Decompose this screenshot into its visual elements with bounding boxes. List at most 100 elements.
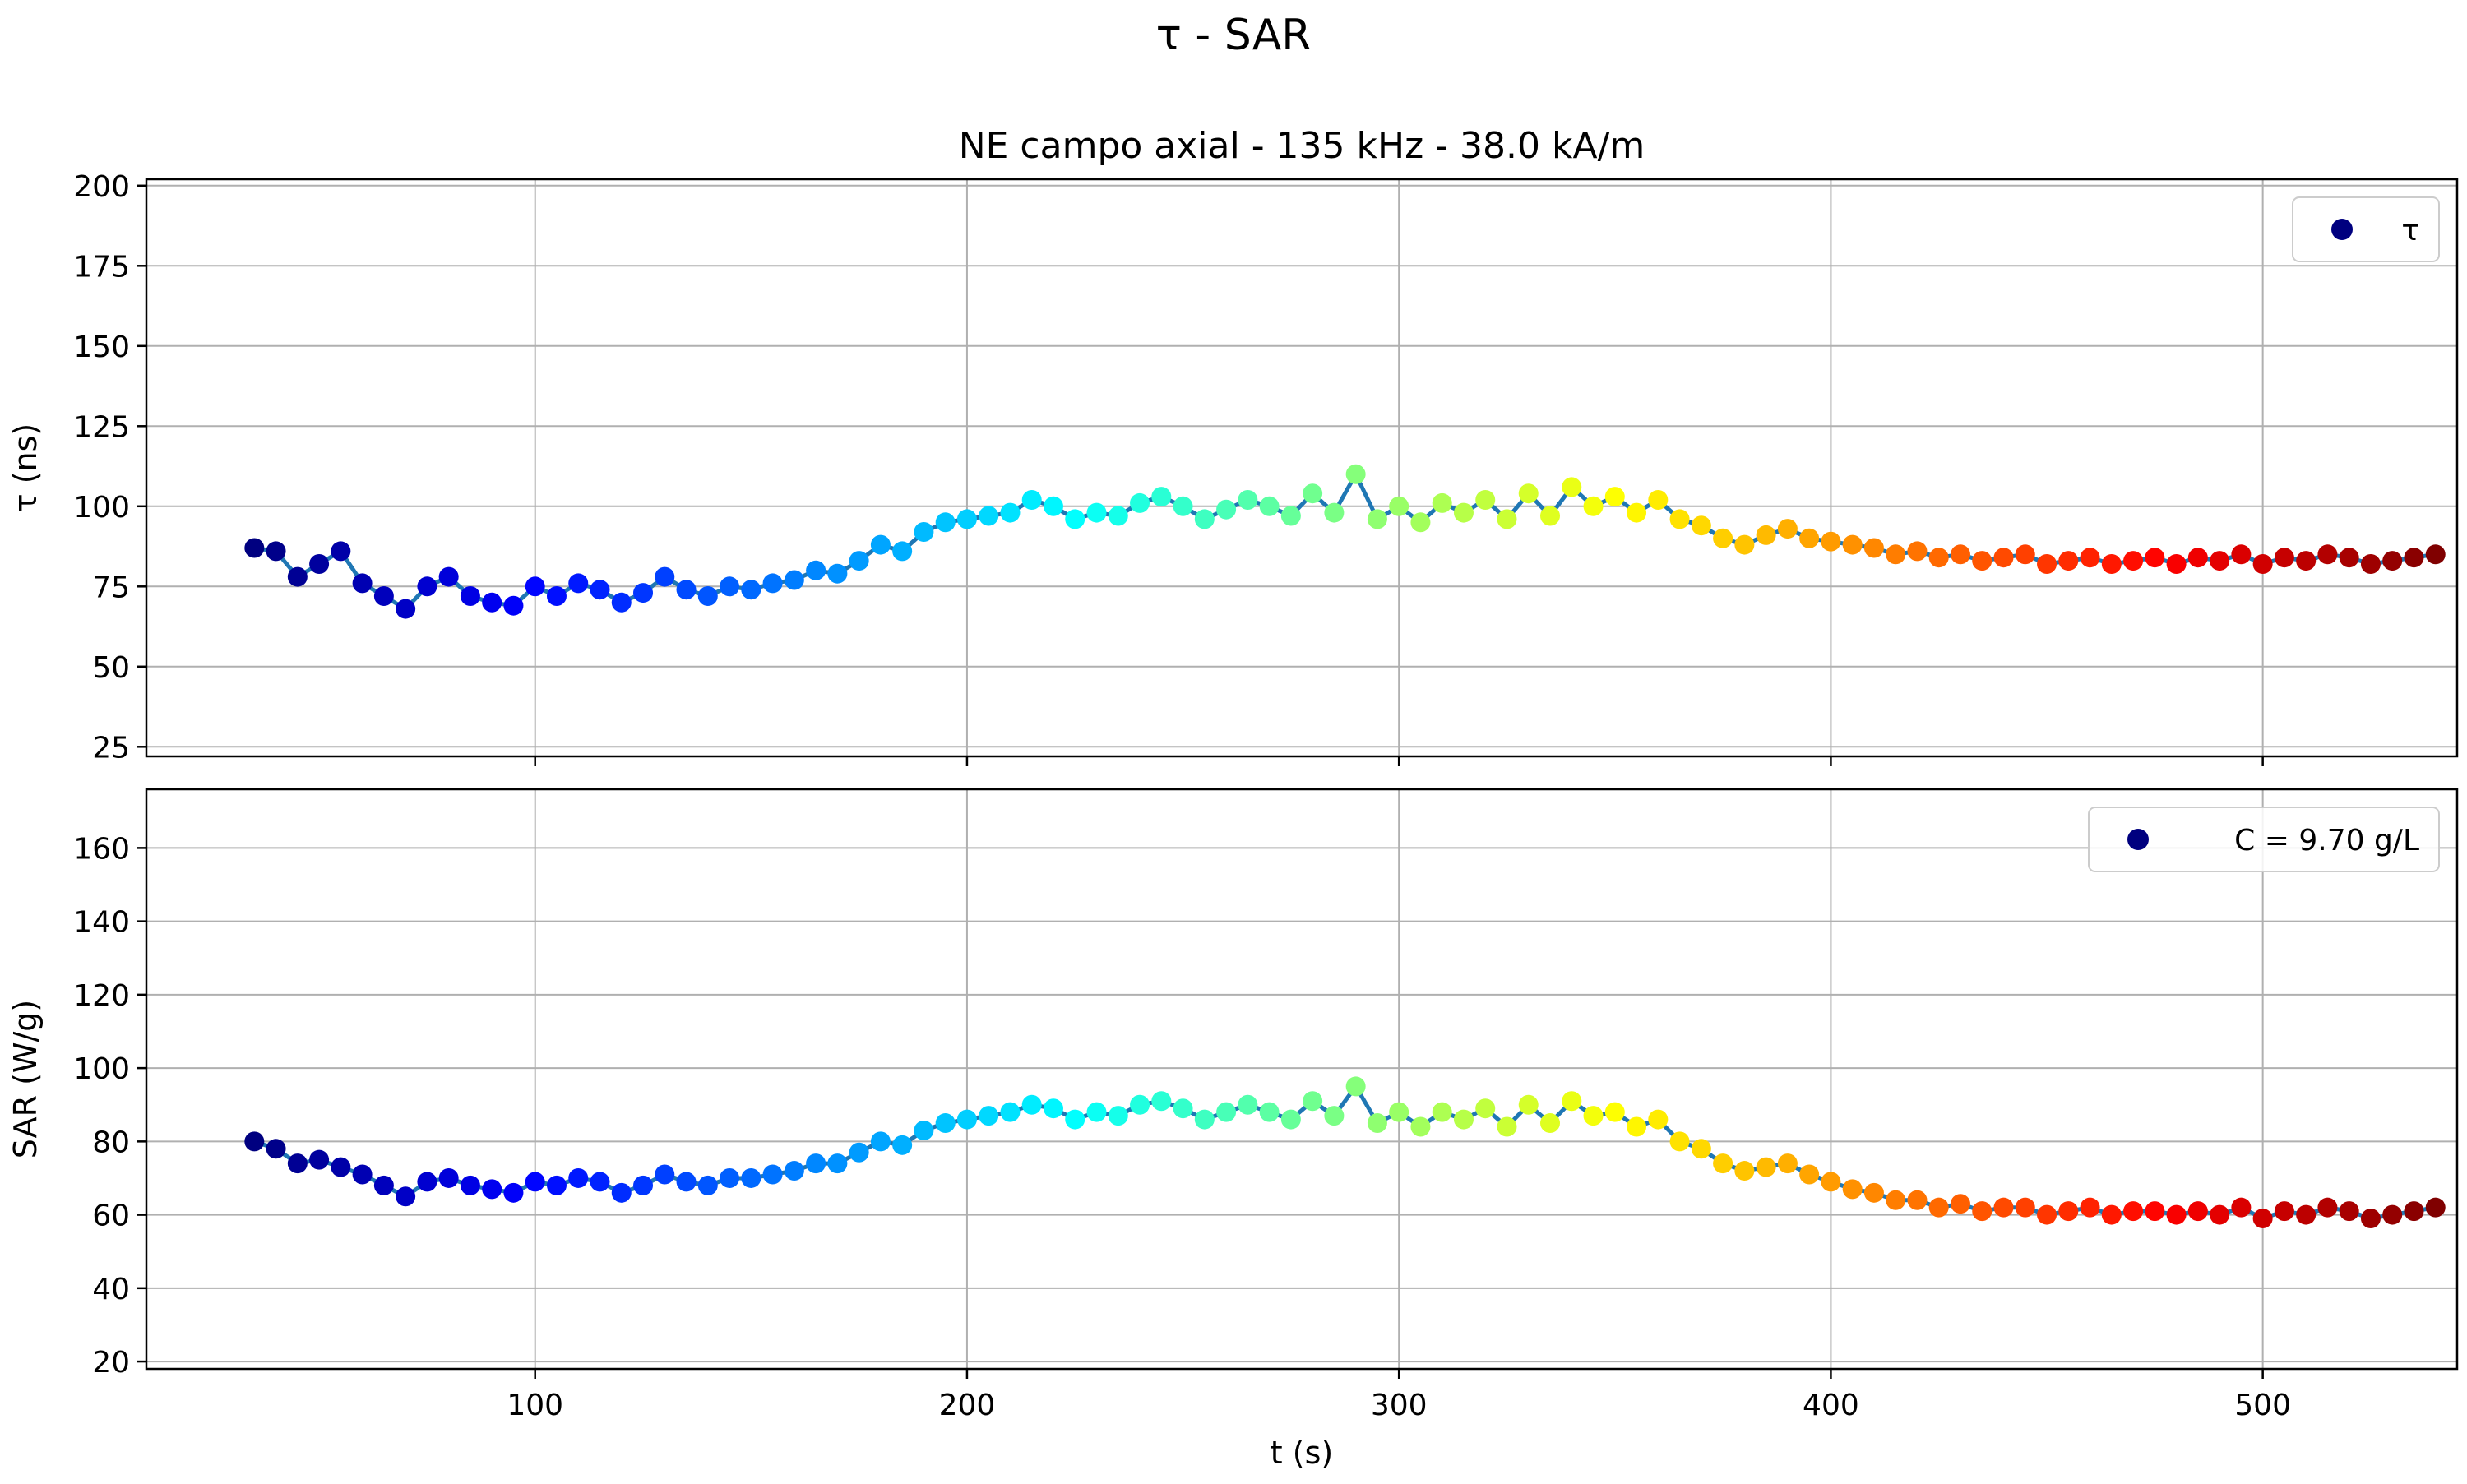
data-point: [1410, 512, 1431, 533]
data-point: [396, 599, 416, 619]
data-point: [482, 592, 502, 613]
data-point: [676, 1172, 697, 1192]
data-point: [784, 570, 804, 590]
data-point: [849, 551, 869, 571]
data-point: [1043, 496, 1063, 516]
data-point: [1410, 1116, 1431, 1137]
data-point: [1540, 1113, 1561, 1134]
data-point: [2123, 1201, 2144, 1222]
data-point: [2360, 554, 2381, 574]
data-point: [2274, 1201, 2294, 1222]
data-point: [1583, 496, 1604, 516]
data-point: [1453, 502, 1474, 523]
data-point: [1756, 1157, 1776, 1177]
data-point: [1475, 490, 1496, 510]
data-point: [1799, 528, 1820, 548]
data-point: [1151, 1091, 1172, 1112]
data-point: [1950, 544, 1970, 565]
data-point: [1238, 490, 1258, 510]
panel-sar: 20 40 60 80 100 120 140 160 100 200 300 400 500 SAR (…: [7, 788, 2459, 1422]
data-point: [1777, 1153, 1798, 1174]
data-point: [1345, 1076, 1366, 1097]
data-point: [827, 1153, 848, 1174]
data-point: [438, 566, 459, 587]
data-point: [1432, 1102, 1452, 1122]
data-point: [849, 1142, 869, 1163]
data-point: [2037, 1204, 2057, 1225]
data-point: [979, 506, 999, 526]
data-point: [1886, 544, 1906, 565]
data-point: [1821, 1172, 1841, 1192]
data-point: [1821, 531, 1841, 552]
data-point: [1303, 483, 1323, 504]
data-point: [1648, 1109, 1669, 1130]
data-point: [633, 583, 654, 603]
x-tick-label: 400: [1803, 1389, 1859, 1422]
data-point: [1367, 509, 1387, 529]
data-point: [697, 586, 718, 606]
data-point: [287, 566, 308, 587]
chart-suptitle: τ - SAR: [1156, 11, 1312, 60]
legend-marker: [2331, 219, 2353, 240]
data-point: [309, 1149, 330, 1170]
data-point: [2425, 1197, 2446, 1218]
data-point: [1432, 492, 1452, 513]
data-point: [892, 541, 913, 562]
data-point: [720, 1167, 740, 1188]
data-point: [1604, 487, 1625, 507]
x-tick-label: 500: [2234, 1389, 2291, 1422]
data-point: [1303, 1091, 1323, 1112]
data-point: [2382, 1204, 2403, 1225]
data-point: [2187, 548, 2208, 568]
data-point: [460, 586, 480, 606]
data-point: [2296, 1204, 2317, 1225]
data-point: [806, 1153, 826, 1174]
data-point: [2037, 554, 2057, 574]
data-point: [1389, 496, 1409, 516]
data-point: [1777, 519, 1798, 539]
data-point: [1993, 548, 2014, 568]
data-point: [1324, 1106, 1345, 1126]
data-point: [1108, 506, 1128, 526]
data-point: [546, 586, 567, 606]
data-point: [1108, 1106, 1128, 1126]
legend-box: [2088, 807, 2440, 872]
y-tick-label: 140: [73, 906, 130, 940]
data-point: [1173, 496, 1193, 516]
y-axis-label-tau: τ (ns): [7, 423, 44, 513]
data-point: [1086, 502, 1107, 523]
data-point: [697, 1175, 718, 1195]
data-point: [1194, 509, 1215, 529]
data-point: [1713, 1153, 1733, 1174]
data-point: [935, 512, 956, 533]
data-point: [1907, 541, 1928, 562]
data-point: [503, 1182, 524, 1203]
data-point: [1238, 1094, 1258, 1115]
data-point: [1216, 499, 1237, 520]
data-point: [1604, 1102, 1625, 1122]
y-tick-label: 175: [73, 250, 130, 284]
data-point: [2145, 548, 2165, 568]
data-point: [956, 509, 977, 529]
data-point: [1691, 515, 1711, 536]
data-point: [2252, 1209, 2273, 1229]
data-point: [309, 554, 330, 574]
data-point: [417, 1172, 437, 1192]
data-point: [979, 1106, 999, 1126]
data-point: [611, 1182, 632, 1203]
data-point: [655, 566, 675, 587]
data-point: [1518, 1094, 1539, 1115]
data-point: [438, 1167, 459, 1188]
data-point: [2296, 551, 2317, 571]
y-tick-label: 50: [92, 651, 130, 685]
data-point: [892, 1135, 913, 1155]
data-point: [525, 576, 545, 597]
data-point: [1691, 1139, 1711, 1159]
y-tick-label: 150: [73, 331, 130, 364]
data-point: [2123, 551, 2144, 571]
data-point: [1799, 1164, 1820, 1185]
data-point: [1928, 548, 1949, 568]
data-point: [1065, 1109, 1085, 1130]
